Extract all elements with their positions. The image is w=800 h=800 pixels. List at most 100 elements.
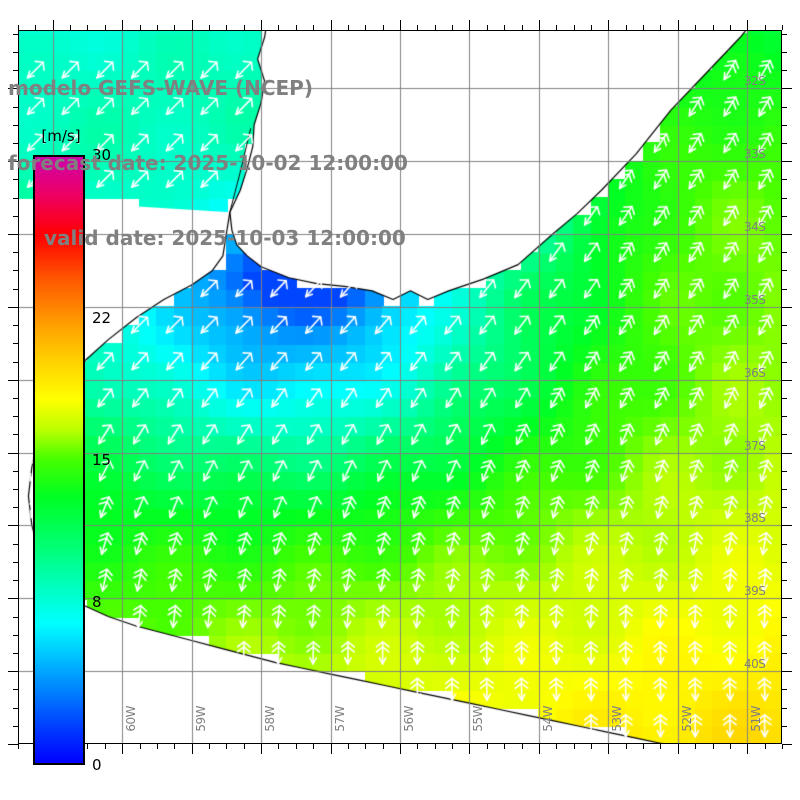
axis-major-tick	[261, 20, 262, 30]
axis-major-tick	[782, 453, 792, 454]
axis-minor-tick	[782, 544, 787, 545]
axis-minor-tick	[244, 25, 245, 30]
axis-minor-tick	[782, 580, 787, 581]
axis-minor-tick	[13, 107, 18, 108]
axis-minor-tick	[13, 689, 18, 690]
axis-minor-tick	[278, 25, 279, 30]
axis-minor-tick	[782, 489, 787, 490]
lat-label-40s: 40S	[744, 657, 766, 672]
axis-minor-tick	[365, 25, 366, 30]
lat-label-38s: 38S	[744, 511, 766, 526]
lon-label-55w: 55W	[471, 706, 486, 732]
axis-major-tick	[782, 234, 792, 235]
lat-label-34s: 34S	[744, 220, 766, 234]
axis-minor-tick	[782, 34, 787, 35]
axis-minor-tick	[18, 744, 19, 749]
axis-minor-tick	[504, 744, 505, 749]
axis-minor-tick	[313, 25, 314, 30]
axis-major-tick	[8, 88, 18, 89]
axis-major-tick	[782, 525, 792, 526]
axis-minor-tick	[226, 25, 227, 30]
lat-label-32s: 32S	[744, 74, 766, 89]
axis-minor-tick	[209, 25, 210, 30]
axis-minor-tick	[782, 708, 787, 709]
axis-minor-tick	[13, 398, 18, 399]
axis-minor-tick	[157, 25, 158, 30]
axis-minor-tick	[209, 744, 210, 749]
axis-minor-tick	[782, 343, 787, 344]
axis-minor-tick	[574, 25, 575, 30]
colorbar-tick-8: 8	[92, 593, 102, 612]
colorbar-tick-15: 15	[92, 451, 112, 469]
axis-major-tick	[608, 744, 609, 754]
axis-minor-tick	[13, 507, 18, 508]
axis-minor-tick	[13, 489, 18, 490]
axis-minor-tick	[643, 25, 644, 30]
axis-major-tick	[8, 671, 18, 672]
axis-major-tick	[747, 744, 748, 754]
axis-minor-tick	[782, 653, 787, 654]
axis-major-tick	[747, 20, 748, 30]
axis-major-tick	[782, 307, 792, 308]
axis-major-tick	[192, 744, 193, 754]
lat-label-33s: 33S	[744, 147, 766, 162]
axis-major-tick	[53, 20, 54, 30]
axis-minor-tick	[383, 25, 384, 30]
axis-minor-tick	[556, 25, 557, 30]
axis-minor-tick	[18, 25, 19, 30]
axis-minor-tick	[591, 25, 592, 30]
axis-minor-tick	[157, 744, 158, 749]
colorbar-tick-22: 22	[92, 308, 112, 327]
axis-minor-tick	[13, 34, 18, 35]
lat-label-35s: 35S	[744, 292, 766, 307]
axis-minor-tick	[13, 362, 18, 363]
axis-minor-tick	[782, 689, 787, 690]
lon-label-59w: 59W	[193, 706, 208, 732]
axis-major-tick	[8, 744, 18, 745]
axis-minor-tick	[365, 744, 366, 749]
axis-minor-tick	[504, 25, 505, 30]
axis-minor-tick	[13, 617, 18, 618]
axis-major-tick	[678, 744, 679, 754]
axis-minor-tick	[660, 744, 661, 749]
axis-minor-tick	[13, 52, 18, 53]
axis-minor-tick	[13, 562, 18, 563]
axis-minor-tick	[174, 25, 175, 30]
axis-minor-tick	[13, 125, 18, 126]
axis-major-tick	[8, 598, 18, 599]
axis-minor-tick	[87, 25, 88, 30]
right-axis-ruler	[782, 30, 793, 745]
axis-minor-tick	[730, 744, 731, 749]
axis-minor-tick	[435, 744, 436, 749]
axis-minor-tick	[13, 270, 18, 271]
axis-major-tick	[331, 744, 332, 754]
axis-minor-tick	[782, 216, 787, 217]
axis-minor-tick	[13, 653, 18, 654]
axis-minor-tick	[13, 343, 18, 344]
bottom-axis-ruler	[18, 744, 783, 755]
axis-major-tick	[122, 744, 123, 754]
axis-minor-tick	[522, 744, 523, 749]
axis-minor-tick	[782, 198, 787, 199]
axis-minor-tick	[695, 25, 696, 30]
top-axis-ruler	[18, 19, 783, 30]
axis-minor-tick	[13, 580, 18, 581]
axis-minor-tick	[13, 416, 18, 417]
axis-minor-tick	[782, 398, 787, 399]
axis-major-tick	[400, 744, 401, 754]
axis-major-tick	[782, 88, 792, 89]
axis-minor-tick	[348, 25, 349, 30]
axis-major-tick	[8, 453, 18, 454]
forecast-date-text: forecast date: 2025-10-02 12:00:00	[8, 151, 408, 175]
axis-minor-tick	[782, 362, 787, 363]
axis-minor-tick	[782, 252, 787, 253]
lon-label-57w: 57W	[332, 706, 347, 732]
colorbar-tick-0: 0	[92, 756, 102, 774]
axis-minor-tick	[140, 25, 141, 30]
axis-minor-tick	[782, 325, 787, 326]
axis-minor-tick	[226, 744, 227, 749]
axis-minor-tick	[626, 25, 627, 30]
axis-minor-tick	[782, 179, 787, 180]
axis-minor-tick	[13, 198, 18, 199]
